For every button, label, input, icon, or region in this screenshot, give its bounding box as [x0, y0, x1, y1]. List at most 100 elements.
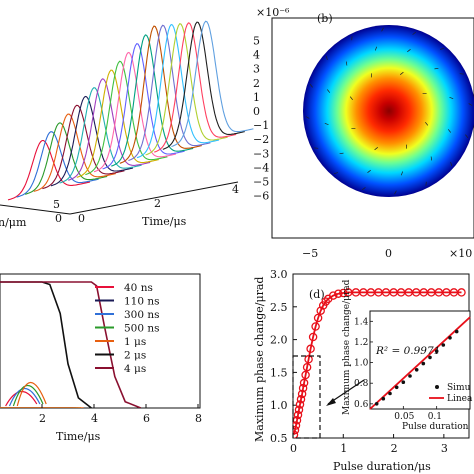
- data-point: [293, 410, 303, 420]
- data-point: [302, 362, 312, 372]
- inset-x-tick-label: 0.1: [428, 412, 442, 422]
- zoom-box: [292, 355, 321, 439]
- panel-b-y-tick: −5: [253, 176, 269, 189]
- panel-b-y-tick: 3: [253, 63, 260, 76]
- panel-b-y-tick: 2: [253, 77, 260, 90]
- waterfall-curve: [136, 23, 220, 159]
- legend-label: 300 ns: [124, 309, 160, 321]
- inset-point: [454, 329, 459, 334]
- legend-label: 40 ns: [124, 282, 153, 294]
- field-arrow: [339, 152, 344, 155]
- field-arrow: [345, 61, 348, 66]
- depth-tick-0: 0: [55, 212, 62, 225]
- field-arrow: [468, 103, 473, 106]
- field-arrow: [399, 71, 404, 75]
- panel-d-y-label: Maximum phase change/μrad: [253, 277, 266, 442]
- panel-b-y-tick: 4: [253, 49, 260, 62]
- waterfall-curve: [111, 34, 194, 167]
- field-arrow: [449, 96, 454, 100]
- inset-y-tick-label: 1.4: [354, 317, 369, 327]
- y-tick-label: 1.0: [270, 399, 288, 412]
- data-point: [313, 313, 323, 323]
- legend-label: 1 μs: [124, 336, 146, 348]
- data-point: [295, 400, 305, 409]
- inset-y-tick-label: 1.2: [354, 338, 368, 348]
- inset-x-label: Pulse duration: [402, 422, 469, 432]
- x-tick-label: 4: [91, 412, 98, 425]
- inset-point: [448, 336, 452, 340]
- y-tick-label: 2.5: [270, 301, 288, 314]
- field-arrow: [349, 96, 353, 101]
- data-point: [298, 383, 308, 393]
- field-arrow: [450, 162, 453, 166]
- data-point: [308, 332, 318, 342]
- panel-b-x-tick-neg5: −5: [302, 247, 318, 260]
- field-arrows: [305, 27, 473, 195]
- field-arrow: [447, 129, 451, 133]
- series-line-4μs: [0, 281, 142, 408]
- waterfall-curve: [128, 24, 211, 162]
- field-arrow: [440, 47, 444, 50]
- inset-data: [369, 316, 471, 410]
- legend-label: 500 ns: [124, 323, 160, 335]
- data-point: [293, 430, 299, 438]
- inset-y-tick-label: 0.8: [354, 379, 369, 389]
- data-point: [316, 306, 325, 315]
- y-tick-label: 1.5: [270, 366, 288, 379]
- depth-tick-5: 5: [53, 198, 60, 211]
- waterfall-curve: [16, 131, 99, 198]
- panel-b-y-tick: −2: [253, 133, 269, 146]
- panel-c-x-label: Time/μs: [56, 430, 101, 443]
- legend-label: 4 μs: [124, 363, 146, 375]
- inset-point: [394, 385, 399, 390]
- field-arrow: [407, 49, 411, 53]
- x-tick-label: 3: [441, 442, 448, 455]
- inset-y-label: Maximum phase change/μrad: [342, 279, 352, 415]
- waterfall-curve: [59, 87, 142, 184]
- field-arrow: [374, 147, 379, 151]
- inset-point: [421, 361, 426, 366]
- series-low-curve: [12, 385, 44, 407]
- inset-legend-simu: Simu: [447, 383, 471, 393]
- inset-point: [401, 380, 406, 385]
- field-arrow: [367, 169, 371, 173]
- series-low-curve: [5, 390, 38, 407]
- panel-d-label: (d): [309, 288, 325, 301]
- time-axis-label: Time/μs: [142, 215, 187, 228]
- y-tick-label: 2.0: [270, 334, 288, 347]
- y-exponent: ×10⁻⁶: [256, 6, 290, 19]
- waterfall-curve: [93, 51, 177, 173]
- field-arrow: [425, 121, 429, 126]
- inset-point: [414, 368, 419, 372]
- data-point: [304, 355, 313, 364]
- time-tick-0: 0: [78, 212, 85, 225]
- data-point: [301, 370, 310, 380]
- zoom-arrow-head: [326, 398, 336, 406]
- field-arrow: [327, 89, 331, 93]
- series-low-curve: [8, 387, 41, 407]
- inset-point: [374, 402, 379, 406]
- panel-b-y-tick: −3: [253, 147, 269, 160]
- x-tick-label: 1: [340, 442, 347, 455]
- panel-b-x-exponent: ×10: [449, 247, 472, 260]
- inset-point: [434, 349, 439, 354]
- panel-b-x-tick-0: 0: [385, 247, 392, 260]
- inset-point: [441, 343, 446, 347]
- panel-c-x-ticks: 2 4 6 8: [39, 404, 202, 425]
- axis-time: [69, 181, 239, 215]
- inset-point: [408, 374, 412, 378]
- time-tick-2: 2: [154, 197, 161, 210]
- panel-b-label: (b): [317, 12, 333, 25]
- panel-b-y-tick: 5: [253, 35, 260, 48]
- field-arrow: [361, 187, 366, 191]
- field-arrow: [430, 156, 433, 161]
- waterfall-curve: [119, 25, 202, 164]
- field-arrow: [305, 116, 310, 119]
- data-point: [293, 425, 300, 435]
- data-point: [306, 344, 315, 354]
- legend-label: 2 μs: [124, 350, 146, 362]
